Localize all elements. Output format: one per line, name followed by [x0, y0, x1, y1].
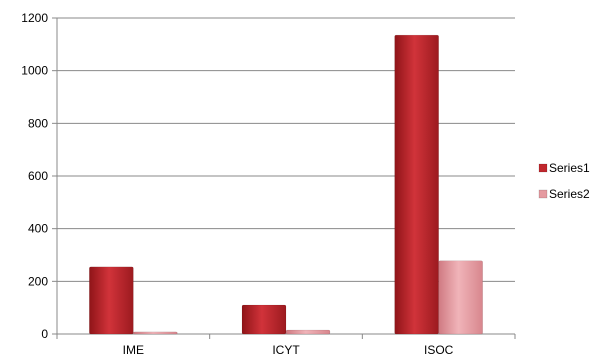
- bar-series2-icyt: [285, 329, 331, 335]
- legend-label-series2: Series2: [549, 187, 590, 201]
- y-tick-label: 400: [28, 222, 48, 236]
- y-tick-label: 1200: [21, 11, 48, 25]
- y-tick-label: 200: [28, 274, 48, 288]
- bar-series1-isoc: [394, 34, 439, 335]
- x-tick-label: IME: [123, 343, 144, 357]
- legend-swatch-series1: [538, 163, 548, 173]
- gridlines: [57, 17, 515, 282]
- x-tick-label: ISOC: [424, 343, 454, 357]
- y-tick-label: 0: [41, 327, 48, 341]
- bar-series2-ime: [133, 331, 178, 335]
- legend: Series1 Series2: [538, 161, 590, 201]
- y-tick-labels: 0 200 400 600 800 1000 1200: [21, 11, 57, 341]
- x-tick-labels: IME ICYT ISOC: [56, 334, 516, 357]
- y-tick-label: 800: [28, 116, 48, 130]
- bar-series1-icyt: [241, 304, 287, 335]
- x-tick-label: ICYT: [272, 343, 300, 357]
- bar-series1-ime: [89, 266, 134, 335]
- legend-swatch-series2: [538, 189, 548, 199]
- legend-label-series1: Series1: [549, 161, 590, 175]
- bars: [89, 34, 483, 335]
- bar-series2-isoc: [438, 260, 483, 335]
- y-tick-label: 600: [28, 169, 48, 183]
- y-tick-label: 1000: [21, 64, 48, 78]
